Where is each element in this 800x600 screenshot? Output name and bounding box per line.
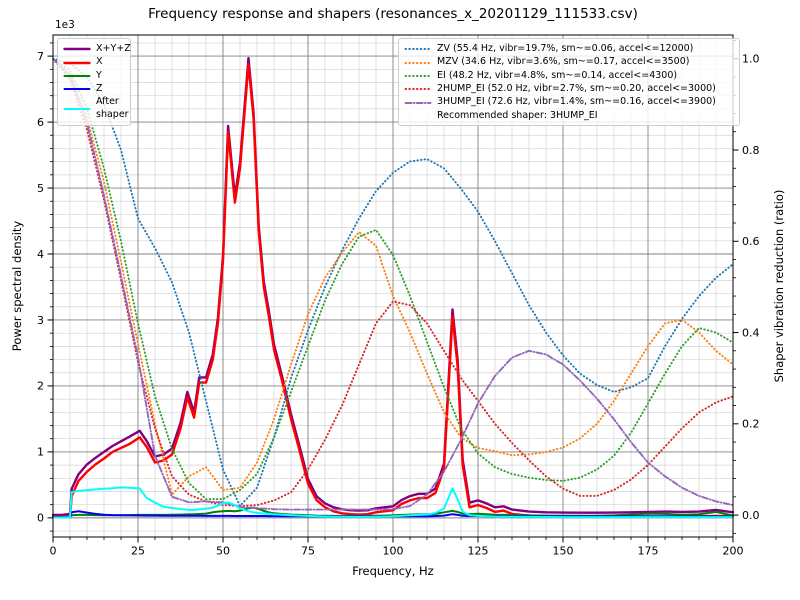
legend-line-sample xyxy=(404,88,432,91)
chart-title: Frequency response and shapers (resonanc… xyxy=(148,6,638,22)
legend-item-label: EI (48.2 Hz, vibr=4.8%, sm~=0.14, accel<… xyxy=(437,69,678,81)
legend-line-sample xyxy=(404,74,432,77)
legend-item-2hump_ei: 2HUMP_EI (52.0 Hz, vibr=2.7%, sm~=0.20, … xyxy=(404,83,734,95)
shaper-curves xyxy=(52,57,734,511)
legend-item-label: MZV (34.6 Hz, vibr=3.6%, sm~=0.17, accel… xyxy=(437,56,690,68)
tick-label: 75 xyxy=(301,545,315,558)
legend-item-3hump_ei: 3HUMP_EI (72.6 Hz, vibr=1.4%, sm~=0.16, … xyxy=(404,96,734,108)
tick-label: 5 xyxy=(37,182,44,195)
tick-label: 0 xyxy=(37,512,44,525)
psd-curves xyxy=(51,56,735,517)
tick-label: 0.0 xyxy=(742,509,760,522)
legend-line-sample xyxy=(63,74,91,77)
shaper-curves xyxy=(52,57,734,507)
legend-item-label: 3HUMP_EI (72.6 Hz, vibr=1.4%, sm~=0.16, … xyxy=(437,96,716,108)
legend-item-y: Y xyxy=(63,70,125,82)
tick-label: 4 xyxy=(37,248,44,261)
shaper-curves xyxy=(52,57,734,501)
tick-label: 50 xyxy=(216,545,230,558)
legend-item-label: X xyxy=(96,56,103,68)
legend-item-x+y+z: X+Y+Z xyxy=(63,43,131,55)
tick-label: 25 xyxy=(131,545,145,558)
tick-label: 0.8 xyxy=(742,144,760,157)
legend-item-label: Z xyxy=(96,83,103,95)
series-zv xyxy=(52,57,734,507)
legend-item-label: Y xyxy=(96,69,102,81)
legend-line-sample xyxy=(63,61,91,64)
recommended-shaper-note: Recommended shaper: 3HUMP_EI xyxy=(437,109,598,121)
tick-label: 0 xyxy=(50,545,57,558)
series-2hump_ei xyxy=(52,57,734,507)
legend-item-mzv: MZV (34.6 Hz, vibr=3.6%, sm~=0.17, accel… xyxy=(404,56,734,68)
series-ei xyxy=(52,57,734,501)
tick-label: 200 xyxy=(723,545,744,558)
legend-line-sample xyxy=(404,101,432,104)
tick-label: 6 xyxy=(37,116,44,129)
shaper-curves xyxy=(52,57,734,507)
tick-label: 175 xyxy=(638,545,659,558)
tick-label: 125 xyxy=(468,545,489,558)
series-x+y+z xyxy=(51,56,735,517)
y-axis-right-label: Shaper vibration reduction (ratio) xyxy=(772,189,786,383)
legend-item-x: X xyxy=(63,56,125,68)
tick-label: 3 xyxy=(37,314,44,327)
tick-label: 7 xyxy=(37,50,44,63)
legend-item-label: X+Y+Z xyxy=(96,43,131,54)
tick-label: 100 xyxy=(383,545,404,558)
legend-line-sample xyxy=(63,88,91,91)
series-after-shaper xyxy=(52,486,734,519)
y-axis-scale-offset: 1e3 xyxy=(55,19,75,31)
tick-label: 0.4 xyxy=(742,326,760,339)
legend-item-z: Z xyxy=(63,83,125,95)
legend-item-label: ZV (55.4 Hz, vibr=19.7%, sm~=0.06, accel… xyxy=(437,43,694,54)
legend-psd: X+Y+Z X Y Z After shaper xyxy=(57,38,131,127)
tick-label: 150 xyxy=(553,545,574,558)
tick-label: 0.6 xyxy=(742,235,760,248)
legend-line-sample xyxy=(404,48,432,51)
legend-item-zv: ZV (55.4 Hz, vibr=19.7%, sm~=0.06, accel… xyxy=(404,43,734,55)
tick-labels: 0 25 50 75 100 125 150 175 200 0 1 2 3 4 5 6 7 0.0 0.2 0.4 0… xyxy=(37,50,760,558)
series-3hump_ei xyxy=(52,57,734,511)
series-mzv xyxy=(52,57,734,496)
tick-label: 1 xyxy=(37,446,44,459)
legend-shapers: ZV (55.4 Hz, vibr=19.7%, sm~=0.06, accel… xyxy=(398,38,740,127)
x-axis-label: Frequency, Hz xyxy=(352,564,434,578)
legend-line-sample xyxy=(63,47,91,51)
legend-item-ei: EI (48.2 Hz, vibr=4.8%, sm~=0.14, accel<… xyxy=(404,70,734,82)
shaper-curves xyxy=(52,57,734,496)
legend-item-label: 2HUMP_EI (52.0 Hz, vibr=2.7%, sm~=0.20, … xyxy=(437,83,716,95)
y-axis-left-label: Power spectral density xyxy=(10,220,24,352)
tick-label: 0.2 xyxy=(742,418,760,431)
tick-label: 2 xyxy=(37,380,44,393)
tick-label: 1.0 xyxy=(742,53,760,66)
axis-ticks xyxy=(47,40,739,543)
legend-line-sample xyxy=(404,61,432,64)
legend-item-label: After shaper xyxy=(96,96,129,120)
after-shaper-curve xyxy=(52,486,734,519)
legend-item-after-shaper: After shaper xyxy=(63,96,129,121)
legend-line-sample xyxy=(63,107,91,110)
